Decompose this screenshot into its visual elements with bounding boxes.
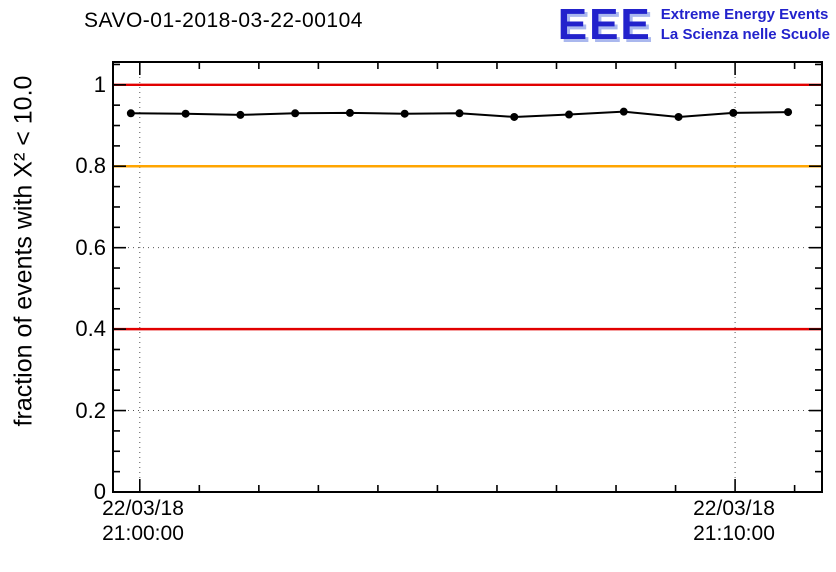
x-tick-label-start: 22/03/18 21:00:00: [58, 496, 228, 546]
x-tick-end-time: 21:10:00: [693, 522, 775, 546]
x-tick-start-date: 22/03/18: [102, 497, 184, 520]
y-tick-label-1: 1: [93, 72, 106, 97]
x-tick-end-date: 22/03/18: [693, 497, 775, 520]
y-tick-label-0.2: 0.2: [75, 398, 106, 423]
y-tick-label-0.8: 0.8: [75, 153, 106, 178]
y-tick-label-0.6: 0.6: [75, 235, 106, 260]
eee-logo-line1: Extreme Energy Events: [660, 6, 829, 24]
x-tick-label-end: 22/03/18 21:10:00: [649, 496, 819, 546]
y-tick-label-0: 0: [93, 479, 106, 504]
x-tick-start-time: 21:00:00: [102, 522, 184, 546]
eee-logo: EEE Extreme Energy Events La Scienza nel…: [557, 0, 830, 49]
eee-logo-line2: La Scienza nelle Scuole: [660, 25, 830, 43]
chart-title: SAVO-01-2018-03-22-00104: [84, 9, 363, 32]
y-tick-label-0.4: 0.4: [75, 316, 106, 341]
eee-logo-acronym: EEE: [557, 0, 652, 49]
eee-logo-text: Extreme Energy Events La Scienza nelle S…: [661, 5, 830, 44]
